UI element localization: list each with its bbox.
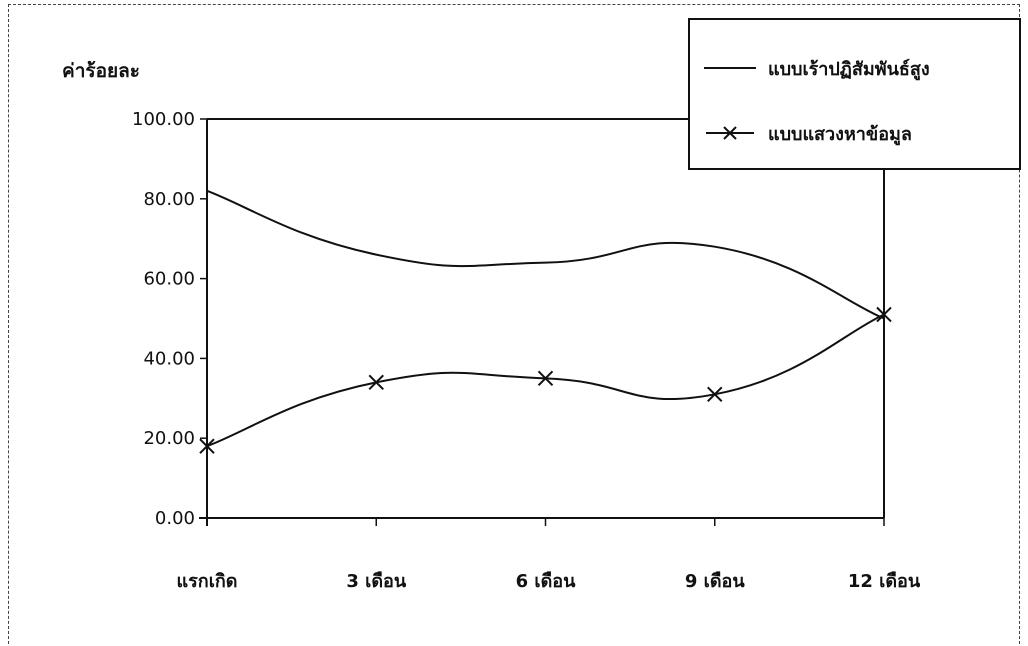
marker-stroke (723, 126, 737, 140)
legend-x-marker (723, 126, 737, 140)
series-2-point (876, 306, 892, 323)
marker-stroke (876, 306, 892, 323)
y-tick-label: 0.00 (155, 508, 195, 529)
y-tick-label: 20.00 (143, 428, 195, 449)
plot-area: 0.00 20.00 40.00 60.00 80.00 100.00 แรกเกิด 3 เ… (132, 109, 921, 592)
y-tick-label: 80.00 (143, 189, 195, 210)
y-axis-label: ค่าร้อยละ (62, 60, 140, 82)
series-2-point (707, 386, 723, 403)
x-tick-label: 9 เดือน (685, 571, 745, 592)
legend-box (688, 18, 1021, 170)
series-2-point (537, 370, 554, 387)
marker-stroke (707, 386, 723, 403)
x-tick-label: 12 เดือน (848, 571, 921, 592)
series-line-2 (206, 313, 885, 448)
marker-stroke (537, 370, 554, 387)
x-tick-label: แรกเกิด (177, 571, 238, 592)
marker-stroke (368, 374, 384, 391)
legend-label-2: แบบแสวงหาข้อมูล (768, 124, 912, 146)
x-tick-label: 3 เดือน (346, 571, 406, 592)
y-tick-label: 40.00 (143, 348, 195, 369)
x-tick-label: 6 เดือน (516, 571, 576, 592)
y-tick-label: 60.00 (143, 269, 195, 290)
y-tick-label: 100.00 (132, 109, 195, 130)
series-2-point (199, 438, 215, 454)
series-line-1 (206, 189, 885, 320)
marker-stroke (199, 438, 215, 454)
legend-label-1: แบบเร้าปฏิสัมพันธ์สูง (768, 58, 930, 81)
chart-frame (8, 4, 1020, 644)
series-2-point (368, 374, 384, 391)
